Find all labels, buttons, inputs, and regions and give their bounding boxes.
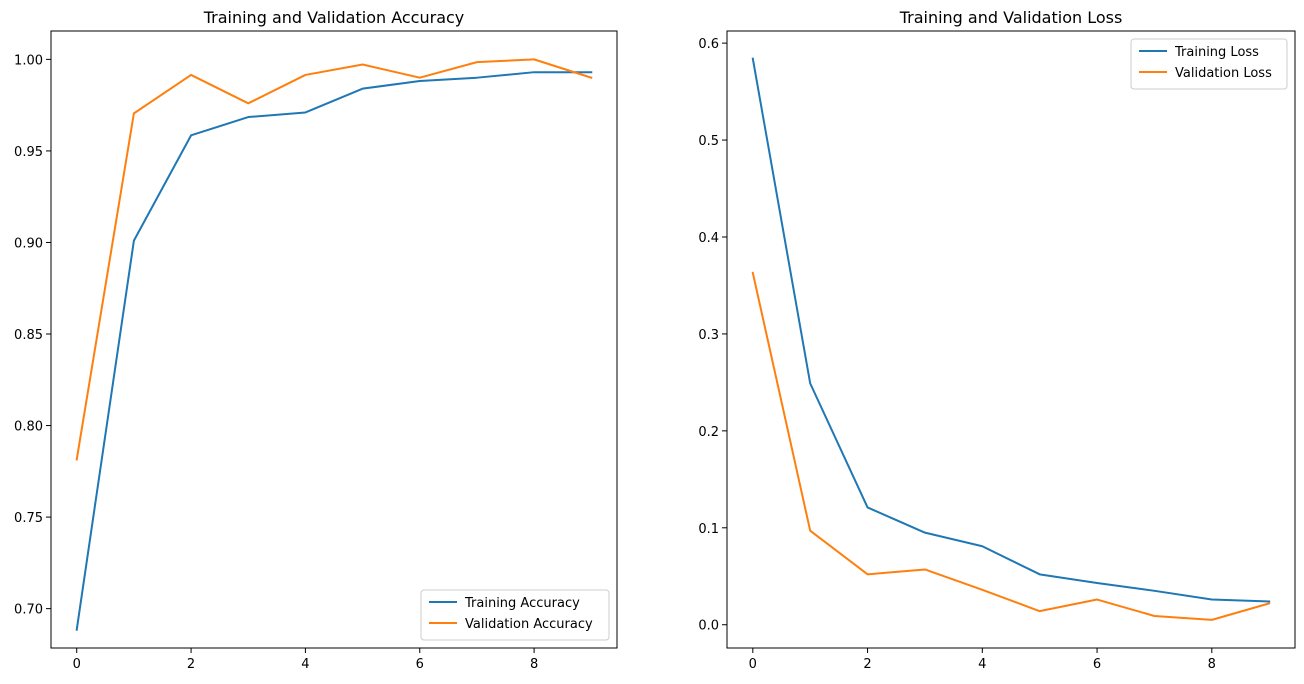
x-tick-label: 6 xyxy=(1093,657,1101,672)
x-tick-label: 2 xyxy=(863,657,871,672)
plot-frame xyxy=(726,30,1296,649)
y-tick-label: 0.2 xyxy=(698,425,719,440)
chart-title: Training and Validation Loss xyxy=(899,8,1123,27)
chart-1: Training and Validation Accuracy 0 2 4 6 8 0.7… xyxy=(14,8,618,672)
series-line-validation-loss xyxy=(751,271,1271,621)
series-line-training-accuracy xyxy=(75,71,593,631)
y-tick-label: 0.85 xyxy=(14,328,43,343)
x-tick-label: 6 xyxy=(416,657,424,672)
x-tick-label: 0 xyxy=(749,657,757,672)
legend: Training Loss Validation Loss xyxy=(1130,38,1288,90)
y-tick-label: 0.5 xyxy=(698,134,719,149)
series-line-training-loss xyxy=(751,57,1271,603)
y-tick-label: 0.4 xyxy=(698,231,719,246)
y-tick-label: 0.95 xyxy=(14,145,43,160)
legend-label: Training Accuracy xyxy=(464,596,580,611)
y-tick-label: 0.1 xyxy=(698,522,719,537)
legend-label: Validation Accuracy xyxy=(465,617,593,632)
plot-frame xyxy=(50,30,618,649)
x-tick-label: 8 xyxy=(1208,657,1216,672)
legend-label: Validation Loss xyxy=(1175,66,1272,81)
legend-box xyxy=(420,589,610,641)
y-tick-label: 0.70 xyxy=(14,603,43,618)
x-tick-label: 8 xyxy=(530,657,538,672)
y-tick-label: 0.90 xyxy=(14,236,43,251)
chart-2: Training and Validation Loss 0 2 4 6 8 0.0 0.1 0… xyxy=(698,8,1296,672)
series-line-validation-accuracy xyxy=(75,58,593,461)
legend-label: Training Loss xyxy=(1174,45,1259,60)
legend-box xyxy=(1130,38,1288,90)
legend: Training Accuracy Validation Accuracy xyxy=(420,589,610,641)
y-tick-label: 0.0 xyxy=(698,619,719,634)
x-tick-label: 2 xyxy=(187,657,195,672)
y-tick-label: 0.3 xyxy=(698,328,719,343)
x-tick-label: 4 xyxy=(301,657,309,672)
y-tick-label: 0.6 xyxy=(698,37,719,52)
y-tick-label: 0.80 xyxy=(14,420,43,435)
x-tick-label: 0 xyxy=(73,657,81,672)
chart-title: Training and Validation Accuracy xyxy=(203,8,465,27)
y-tick-label: 1.00 xyxy=(14,53,43,68)
x-tick-label: 4 xyxy=(978,657,986,672)
y-tick-label: 0.75 xyxy=(14,511,43,526)
